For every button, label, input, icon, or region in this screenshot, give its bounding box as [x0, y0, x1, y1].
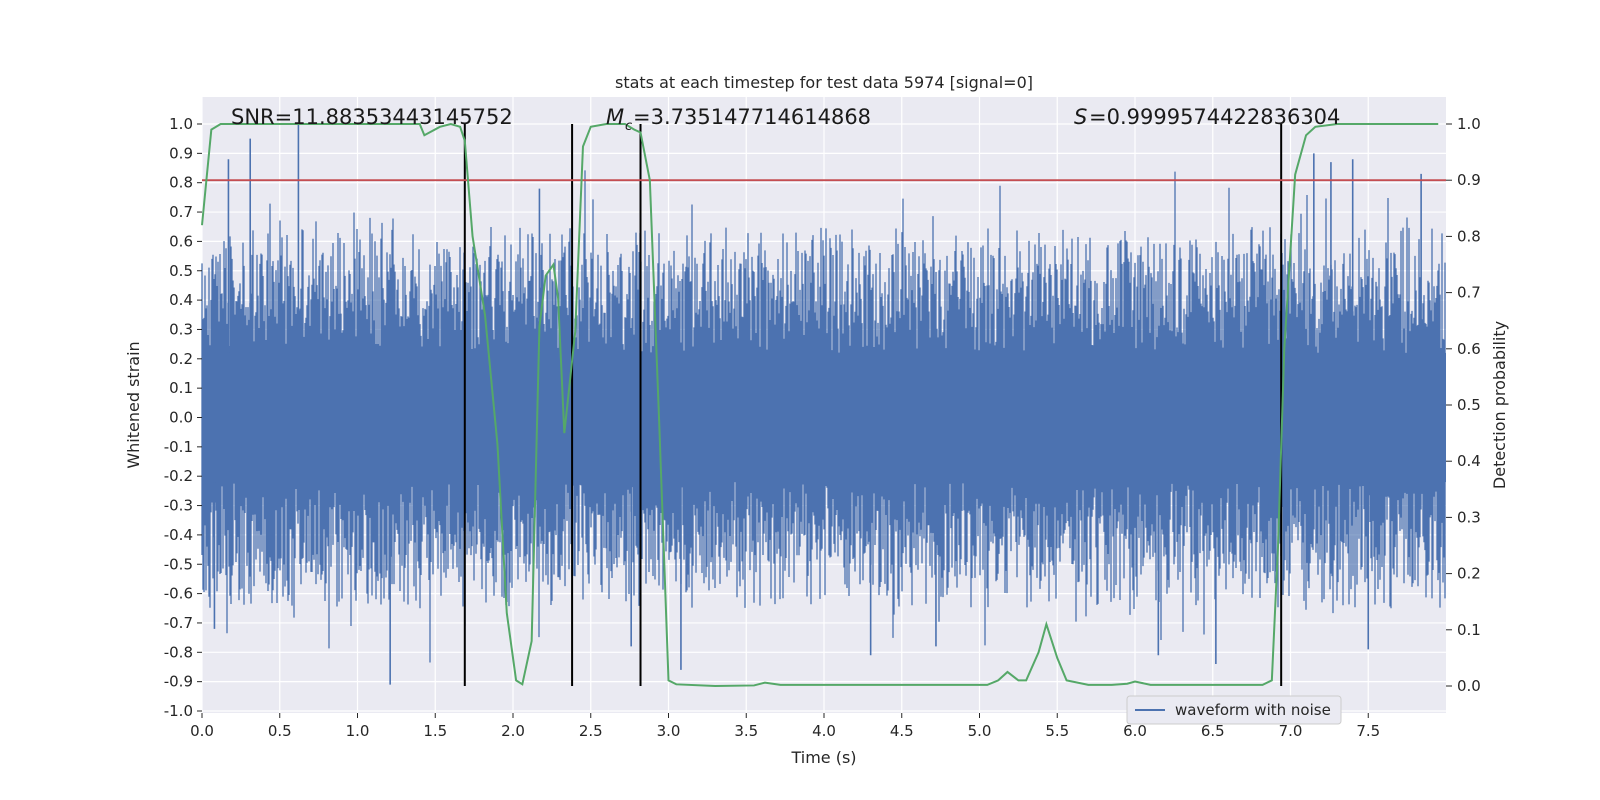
y-tick-label: 0.1	[169, 379, 193, 397]
y-tick-label: -0.4	[164, 526, 193, 544]
x-tick-label: 1.5	[423, 722, 447, 740]
x-tick-label: 7.0	[1279, 722, 1303, 740]
x-tick-label: 5.0	[968, 722, 992, 740]
chirp-mass-annotation: M c =3.735147714614868	[606, 105, 871, 134]
s-annotation: S =0.9999574422836304	[1074, 105, 1340, 129]
probability-series	[201, 122, 1439, 688]
s-symbol: S	[1074, 105, 1087, 129]
x-tick-label: 2.5	[579, 722, 603, 740]
y2-tick-label: 0.0	[1457, 677, 1481, 695]
y2-tick-label: 0.3	[1457, 508, 1481, 526]
y2-tick-label: 0.5	[1457, 396, 1481, 414]
y-tick-label: -0.5	[164, 555, 193, 573]
legend: waveform with noise	[1126, 695, 1342, 725]
y-axis-ticks: -1.0 -0.9 -0.8 -0.7 -0.6 -0.5 -0.4 -0.3 -0.2 -0.1…	[164, 115, 202, 720]
y-tick-label: 0.8	[169, 174, 193, 192]
y-tick-label: -0.6	[164, 585, 193, 603]
x-tick-label: 3.5	[734, 722, 758, 740]
y2-tick-label: 0.9	[1457, 171, 1481, 189]
y2-tick-label: 1.0	[1457, 115, 1481, 133]
y-tick-label: 0.9	[169, 144, 193, 162]
x-axis-ticks: 0.0 0.5 1.0 1.5 2.0 2.5 3.0 3.5 4.0 4.5 5.0 5.5 6.0 6…	[190, 713, 1380, 740]
y-tick-label: 0.6	[169, 232, 193, 250]
y-tick-label: -0.1	[164, 438, 193, 456]
x-tick-label: 1.0	[346, 722, 370, 740]
x-tick-label: 0.0	[190, 722, 214, 740]
chart-title: stats at each timestep for test data 597…	[615, 73, 1033, 92]
x-tick-label: 5.5	[1045, 722, 1069, 740]
y-tick-label: -1.0	[164, 702, 193, 720]
x-tick-label: 3.0	[657, 722, 681, 740]
legend-label: waveform with noise	[1175, 701, 1331, 719]
mc-symbol: M	[606, 105, 624, 129]
legend-box	[1126, 695, 1342, 725]
y-tick-label: 0.5	[169, 262, 193, 280]
x-tick-label: 4.5	[890, 722, 914, 740]
x-tick-label: 7.5	[1356, 722, 1380, 740]
vertical-markers	[463, 124, 1283, 686]
s-value: =0.9999574422836304	[1089, 105, 1340, 129]
y2-tick-label: 0.8	[1457, 227, 1481, 245]
y-tick-label: -0.8	[164, 643, 193, 661]
y-tick-label: 1.0	[169, 115, 193, 133]
y-tick-label: 0.7	[169, 203, 193, 221]
y-tick-label: 0.0	[169, 409, 193, 427]
y-axis-label: Whitened strain	[124, 341, 143, 468]
y-tick-label: -0.7	[164, 614, 193, 632]
y2-axis-ticks: 0.0 0.1 0.2 0.3 0.4 0.5 0.6 0.7 0.8 0.9 1.0	[1446, 115, 1481, 695]
y2-tick-label: 0.7	[1457, 284, 1481, 302]
x-tick-label: 4.0	[812, 722, 836, 740]
x-tick-label: 6.5	[1201, 722, 1225, 740]
x-tick-label: 0.5	[268, 722, 292, 740]
y2-tick-label: 0.4	[1457, 452, 1481, 470]
y2-tick-label: 0.6	[1457, 340, 1481, 358]
y-tick-label: -0.3	[164, 497, 193, 515]
y-tick-label: -0.9	[164, 673, 193, 691]
y-tick-label: 0.4	[169, 291, 193, 309]
x-tick-label: 2.0	[501, 722, 525, 740]
y-tick-label: -0.2	[164, 467, 193, 485]
y2-tick-label: 0.1	[1457, 621, 1481, 639]
mc-value: =3.735147714614868	[633, 105, 871, 129]
y2-axis-label: Detection probability	[1490, 321, 1509, 489]
y2-tick-label: 0.2	[1457, 565, 1481, 583]
snr-annotation: SNR=11.88353443145752	[231, 105, 513, 129]
waveform-series	[201, 124, 1446, 685]
waveform-core	[202, 352, 1446, 483]
x-axis-label: Time (s)	[790, 748, 856, 767]
x-tick-label: 6.0	[1123, 722, 1147, 740]
y-tick-label: 0.3	[169, 320, 193, 338]
mc-subscript: c	[625, 119, 632, 134]
y-tick-label: 0.2	[169, 350, 193, 368]
